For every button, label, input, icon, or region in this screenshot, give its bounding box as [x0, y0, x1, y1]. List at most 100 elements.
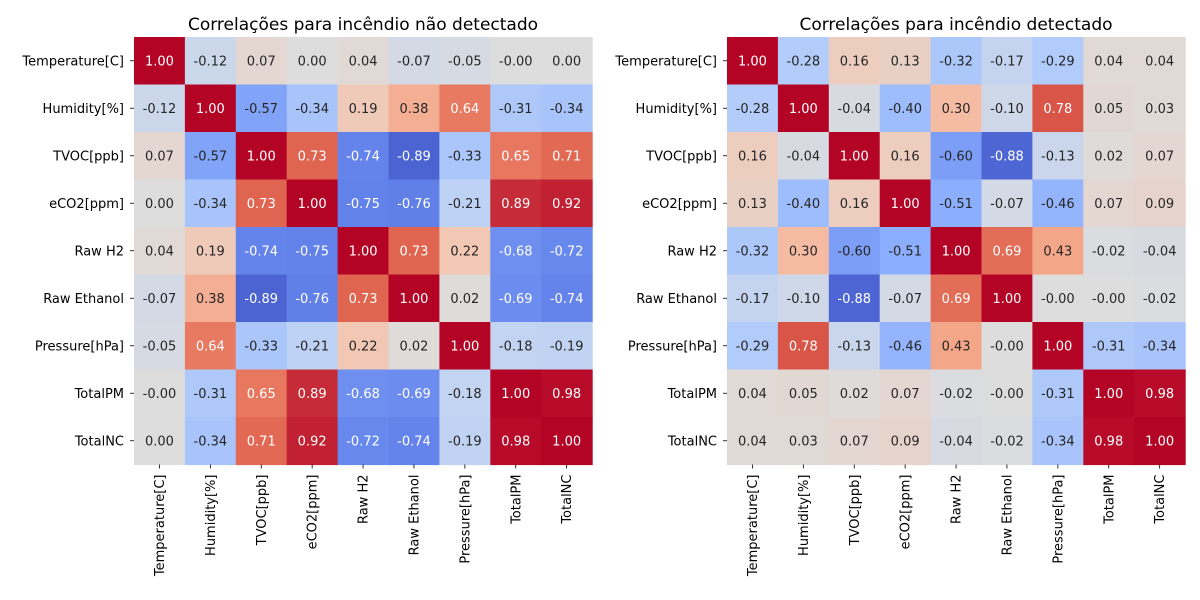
cell-value-label: 0.92 [298, 434, 327, 449]
heatmap-cell [134, 132, 186, 181]
cell-value-label: -0.02 [990, 434, 1024, 449]
heatmap-cell [134, 84, 186, 133]
heatmap-cell [1134, 84, 1186, 133]
cell-value-label: -0.19 [448, 434, 482, 449]
cell-value-label: 0.00 [298, 54, 327, 69]
heatmap-cell [541, 132, 593, 181]
heatmap-cell [439, 179, 491, 228]
heatmap-cell [1032, 37, 1084, 86]
heatmap-cell [1134, 274, 1186, 323]
heatmap-cell [337, 369, 390, 418]
cell-value-label: -0.88 [837, 292, 871, 307]
heatmap-cell [930, 274, 983, 323]
heatmap-cell [439, 417, 491, 466]
cell-value-label: 0.13 [891, 54, 920, 69]
cell-value-label: 0.30 [789, 244, 818, 259]
heatmap-cell [541, 37, 593, 86]
heatmap-cell [235, 322, 288, 371]
heatmap-cell [828, 369, 881, 418]
cell-value-label: -0.13 [1041, 149, 1075, 164]
cell-value-label: 1.00 [942, 244, 971, 259]
cell-value-label: -0.72 [550, 244, 584, 259]
cell-value-label: 0.00 [145, 434, 174, 449]
cell-value-label: 0.22 [450, 244, 479, 259]
heatmap-cell [490, 369, 542, 418]
cell-value-label: -0.34 [194, 197, 228, 212]
cell-value-label: -0.88 [990, 149, 1024, 164]
heatmap-cell [777, 132, 830, 181]
cell-value-label: 0.43 [1043, 244, 1072, 259]
cell-value-label: 0.16 [840, 197, 869, 212]
heatmap-cell [235, 369, 288, 418]
cell-value-label: 0.65 [247, 387, 276, 402]
y-tick-label-raw-ethanol: Raw Ethanol [43, 292, 124, 307]
heatmap-cell [134, 227, 186, 276]
cell-value-label: -0.57 [194, 149, 228, 164]
heatmap-cell [235, 37, 288, 86]
heatmap-cell [930, 227, 983, 276]
cell-value-label: -0.28 [736, 102, 770, 117]
heatmap-cell [490, 227, 542, 276]
cell-value-label: 0.73 [349, 292, 378, 307]
heatmap-cell [337, 274, 390, 323]
x-tick-label-raw-h2: Raw H2 [357, 475, 372, 525]
heatmap-cell [490, 179, 542, 228]
cell-value-label: 0.89 [298, 387, 327, 402]
cell-value-label: 0.64 [450, 102, 479, 117]
heatmap-cell [490, 274, 542, 323]
chart-title: Correlações para incêndio detectado [799, 15, 1112, 35]
cell-value-label: -0.74 [550, 292, 584, 307]
cell-value-label: -0.60 [837, 244, 871, 259]
cell-value-label: 0.98 [501, 434, 530, 449]
cell-value-label: -0.72 [346, 434, 380, 449]
heatmap-cell [981, 37, 1033, 86]
cell-value-label: 1.00 [145, 54, 174, 69]
y-tick-label-totalnc: TotalNC [667, 434, 717, 449]
x-tick-label-totalnc: TotalNC [1153, 475, 1168, 525]
heatmap-cell [286, 84, 339, 133]
cell-value-label: 0.05 [1094, 102, 1123, 117]
y-tick-label-tvoc-ppb: TVOC[ppb] [645, 149, 717, 164]
heatmap-cell [1134, 132, 1186, 181]
cell-value-label: -0.00 [1041, 292, 1075, 307]
cell-value-label: -0.19 [550, 339, 584, 354]
cell-value-label: 0.64 [196, 339, 225, 354]
y-tick-label-eco2-ppm: eCO2[ppm] [642, 197, 717, 212]
cell-value-label: -0.34 [295, 102, 329, 117]
heatmap-cell [184, 132, 237, 181]
cell-value-label: 1.00 [450, 339, 479, 354]
heatmap-cell [286, 37, 339, 86]
cell-value-label: 1.00 [552, 434, 581, 449]
heatmap-cell [184, 179, 237, 228]
heatmap-cell [777, 417, 830, 466]
heatmap-cell [1134, 227, 1186, 276]
heatmap-cell [930, 84, 983, 133]
x-tick-label-eco2-ppm: eCO2[ppm] [899, 475, 914, 550]
cell-value-label: -0.04 [837, 102, 871, 117]
heatmap-cell [439, 37, 491, 86]
heatmap-cell [828, 227, 881, 276]
heatmap-cell [388, 369, 440, 418]
heatmap-cell [1083, 417, 1135, 466]
heatmap-cell [981, 179, 1033, 228]
heatmap-cell [541, 369, 593, 418]
cell-value-label: 0.43 [942, 339, 971, 354]
heatmap-cell [1083, 322, 1135, 371]
heatmap-cell [235, 274, 288, 323]
heatmap-cell [1083, 227, 1135, 276]
cell-value-label: -0.29 [1041, 54, 1075, 69]
heatmap-cell [727, 227, 779, 276]
cell-value-label: 0.19 [349, 102, 378, 117]
heatmap-cell [930, 322, 983, 371]
heatmap-cell [1134, 322, 1186, 371]
heatmap-cell [1032, 274, 1084, 323]
heatmap-cell [235, 227, 288, 276]
cell-value-label: -0.02 [1143, 292, 1177, 307]
cell-value-label: -0.34 [550, 102, 584, 117]
cell-value-label: -0.31 [1041, 387, 1075, 402]
cell-value-label: -0.18 [448, 387, 482, 402]
cell-value-label: -0.21 [448, 197, 482, 212]
heatmap-cell [930, 37, 983, 86]
heatmap-cell [286, 322, 339, 371]
heatmap-no-fire: Correlações para incêndio não detectado … [21, 15, 593, 577]
